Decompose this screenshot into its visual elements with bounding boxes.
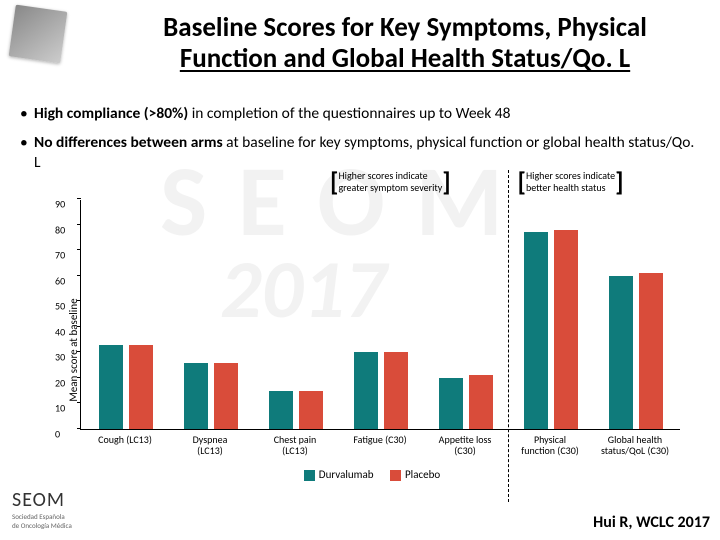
bar-durvalumab: [354, 352, 378, 429]
x-tick-label: Cough (LC13): [98, 434, 152, 445]
x-tick-label: Chest pain(LC13): [274, 434, 317, 456]
bullet-1: High compliance (>80%) in completion of …: [20, 104, 700, 123]
bar-placebo: [299, 391, 323, 429]
x-tick-label: Physicalfunction (C30): [521, 434, 579, 456]
annotation-left: [Higher scores indicate greater symptom …: [330, 170, 500, 193]
legend: Durvalumab Placebo: [50, 468, 680, 481]
bullet-2: No differences between arms at baseline …: [20, 133, 700, 172]
y-tick: 20: [55, 376, 65, 389]
x-tick-label: Appetite loss(C30): [439, 434, 492, 456]
x-tick-label: Fatigue (C30): [353, 434, 406, 445]
legend-swatch-durvalumab: [304, 470, 315, 481]
y-tick: 80: [55, 223, 65, 236]
y-tick: 0: [55, 428, 60, 441]
bar-placebo: [639, 273, 663, 429]
y-tick: 60: [55, 274, 65, 287]
plot-area: 0102030405060708090: [80, 200, 680, 430]
x-tick-label: Dyspnea(LC13): [193, 434, 228, 456]
seom-cube-logo: [12, 8, 92, 62]
y-tick: 40: [55, 325, 65, 338]
annotation-right: [Higher scores indicate better health st…: [518, 170, 688, 193]
title-line-1: Baseline Scores for Key Symptoms, Physic…: [163, 11, 647, 44]
title-line-2: Function and Global Health Status/Qo. L: [180, 42, 630, 75]
y-axis-label: Mean score at baseline: [67, 298, 80, 401]
x-tick-label: Global healthstatus/QoL (C30): [601, 434, 669, 456]
bar-placebo: [214, 363, 238, 429]
legend-label-placebo: Placebo: [405, 468, 440, 481]
bar-durvalumab: [609, 276, 633, 429]
bar-placebo: [129, 345, 153, 429]
legend-swatch-placebo: [390, 470, 401, 481]
bar-durvalumab: [184, 363, 208, 429]
seom-footer-logo: SEOM Sociedad Española de Oncología Médi…: [12, 488, 72, 530]
y-tick: 10: [55, 402, 65, 415]
y-tick: 70: [55, 249, 65, 262]
y-tick: 90: [55, 198, 65, 211]
bar-placebo: [384, 352, 408, 429]
section-divider: [508, 170, 509, 502]
y-tick: 30: [55, 351, 65, 364]
bar-durvalumab: [439, 378, 463, 429]
citation: Hui R, WCLC 2017: [593, 513, 710, 532]
slide: S E O M 2017 Baseline Scores for Key Sym…: [0, 0, 720, 540]
legend-label-durvalumab: Durvalumab: [319, 468, 374, 481]
bar-durvalumab: [269, 391, 293, 429]
bar-durvalumab: [524, 232, 548, 429]
chart: Mean score at baseline 01020304050607080…: [50, 200, 700, 500]
bar-durvalumab: [99, 345, 123, 429]
bar-placebo: [554, 230, 578, 429]
y-tick: 50: [55, 300, 65, 313]
slide-title: Baseline Scores for Key Symptoms, Physic…: [100, 12, 710, 74]
bar-placebo: [469, 375, 493, 429]
